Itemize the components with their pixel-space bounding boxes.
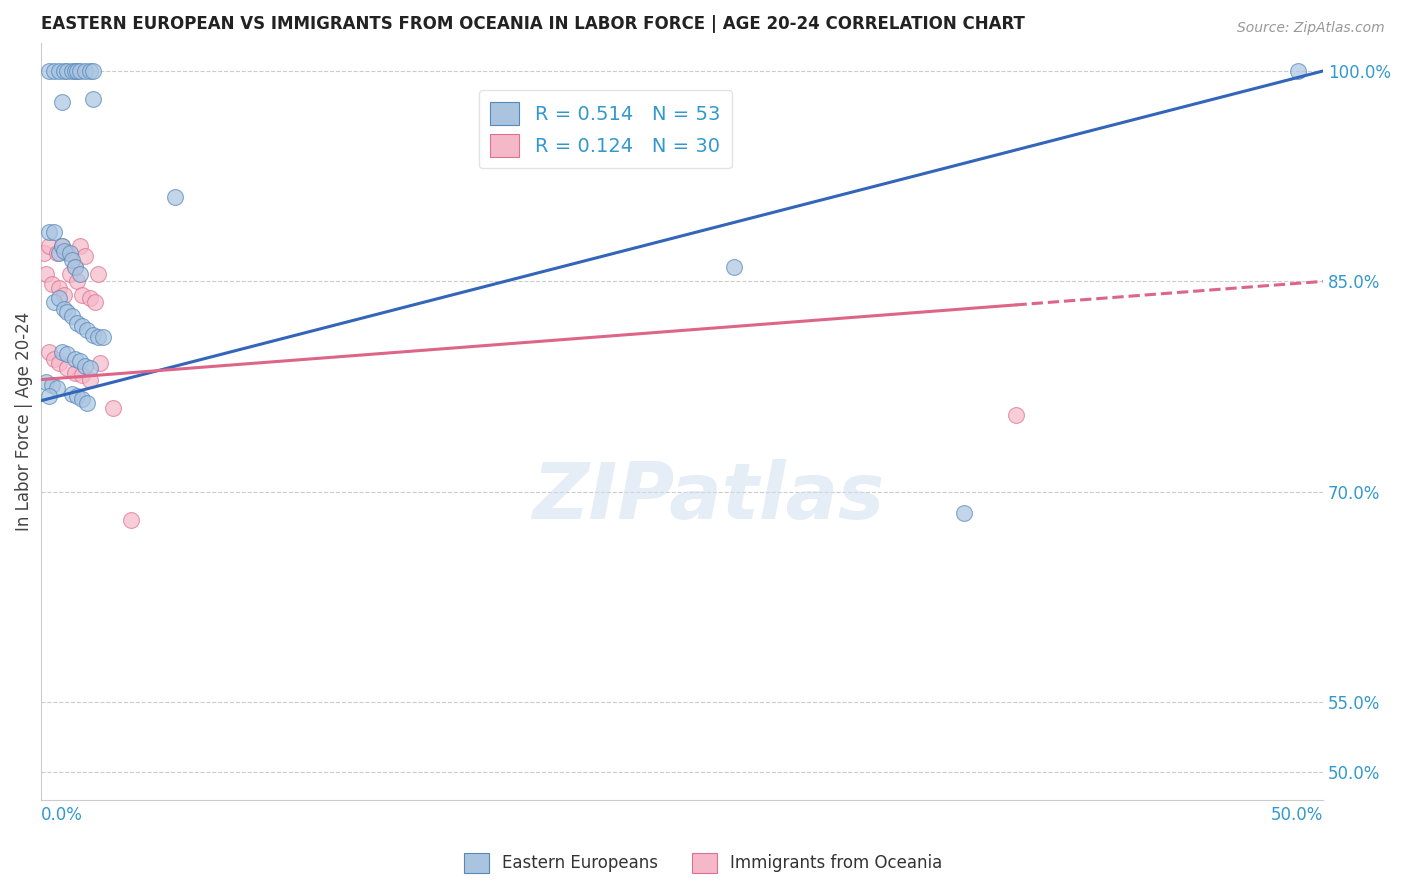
Point bbox=[66, 64, 89, 78]
Point bbox=[48, 291, 70, 305]
Point bbox=[58, 246, 80, 260]
Point bbox=[53, 288, 76, 302]
Point bbox=[79, 373, 101, 387]
Point bbox=[41, 277, 63, 292]
Point bbox=[69, 268, 91, 282]
Point bbox=[44, 295, 66, 310]
Point bbox=[60, 64, 83, 78]
Text: Source: ZipAtlas.com: Source: ZipAtlas.com bbox=[1237, 21, 1385, 35]
Text: EASTERN EUROPEAN VS IMMIGRANTS FROM OCEANIA IN LABOR FORCE | AGE 20-24 CORRELATI: EASTERN EUROPEAN VS IMMIGRANTS FROM OCEA… bbox=[41, 15, 1025, 33]
Point bbox=[53, 64, 76, 78]
Point bbox=[66, 389, 89, 403]
Point bbox=[72, 288, 94, 302]
Point bbox=[48, 246, 70, 260]
Point bbox=[69, 239, 91, 253]
Point bbox=[63, 260, 86, 275]
Point bbox=[48, 281, 70, 295]
Point bbox=[56, 305, 79, 319]
Point bbox=[45, 246, 67, 260]
Point bbox=[32, 246, 55, 260]
Point bbox=[101, 401, 124, 415]
Point bbox=[72, 319, 94, 334]
Point bbox=[76, 323, 98, 337]
Point bbox=[120, 513, 142, 527]
Point bbox=[69, 64, 91, 78]
Point bbox=[56, 246, 79, 260]
Point bbox=[723, 260, 745, 275]
Point bbox=[56, 361, 79, 376]
Point bbox=[72, 392, 94, 407]
Point bbox=[44, 64, 66, 78]
Point bbox=[72, 368, 94, 383]
Y-axis label: In Labor Force | Age 20-24: In Labor Force | Age 20-24 bbox=[15, 312, 32, 532]
Point bbox=[953, 506, 976, 520]
Point bbox=[41, 378, 63, 392]
Point bbox=[51, 95, 73, 109]
Point bbox=[38, 344, 60, 359]
Point bbox=[82, 327, 104, 342]
Point bbox=[87, 268, 110, 282]
Point bbox=[58, 268, 80, 282]
Point bbox=[51, 239, 73, 253]
Point bbox=[73, 64, 96, 78]
Text: ZIPatlas: ZIPatlas bbox=[531, 459, 884, 535]
Point bbox=[51, 344, 73, 359]
Point bbox=[89, 356, 111, 370]
Point bbox=[79, 361, 101, 376]
Point bbox=[66, 317, 89, 331]
Point bbox=[53, 244, 76, 258]
Legend: Eastern Europeans, Immigrants from Oceania: Eastern Europeans, Immigrants from Ocean… bbox=[457, 847, 949, 880]
Point bbox=[35, 376, 58, 390]
Point bbox=[56, 347, 79, 361]
Point bbox=[79, 64, 101, 78]
Point bbox=[60, 310, 83, 324]
Point bbox=[66, 274, 89, 288]
Point bbox=[60, 253, 83, 268]
Point bbox=[63, 64, 86, 78]
Point bbox=[56, 64, 79, 78]
Point bbox=[82, 92, 104, 106]
Point bbox=[73, 359, 96, 373]
Point bbox=[1004, 408, 1026, 422]
Point bbox=[35, 268, 58, 282]
Point bbox=[163, 190, 186, 204]
Point bbox=[38, 225, 60, 239]
Point bbox=[51, 239, 73, 253]
Point bbox=[415, 829, 437, 843]
Point bbox=[1286, 64, 1309, 78]
Point bbox=[48, 356, 70, 370]
Point bbox=[76, 396, 98, 410]
Point bbox=[53, 302, 76, 317]
Point bbox=[63, 351, 86, 366]
Point bbox=[63, 366, 86, 380]
Point bbox=[44, 351, 66, 366]
Point bbox=[73, 249, 96, 263]
Point bbox=[79, 291, 101, 305]
Point bbox=[38, 389, 60, 403]
Text: 0.0%: 0.0% bbox=[41, 806, 83, 824]
Point bbox=[48, 64, 70, 78]
Point bbox=[69, 354, 91, 368]
Point bbox=[84, 295, 107, 310]
Point bbox=[45, 381, 67, 395]
Point bbox=[60, 386, 83, 401]
Point bbox=[38, 64, 60, 78]
Point bbox=[44, 225, 66, 239]
Point bbox=[82, 64, 104, 78]
Legend: R = 0.514   N = 53, R = 0.124   N = 30: R = 0.514 N = 53, R = 0.124 N = 30 bbox=[478, 90, 733, 169]
Point bbox=[87, 330, 110, 344]
Point bbox=[91, 330, 114, 344]
Point bbox=[38, 239, 60, 253]
Text: 50.0%: 50.0% bbox=[1271, 806, 1323, 824]
Point bbox=[63, 260, 86, 275]
